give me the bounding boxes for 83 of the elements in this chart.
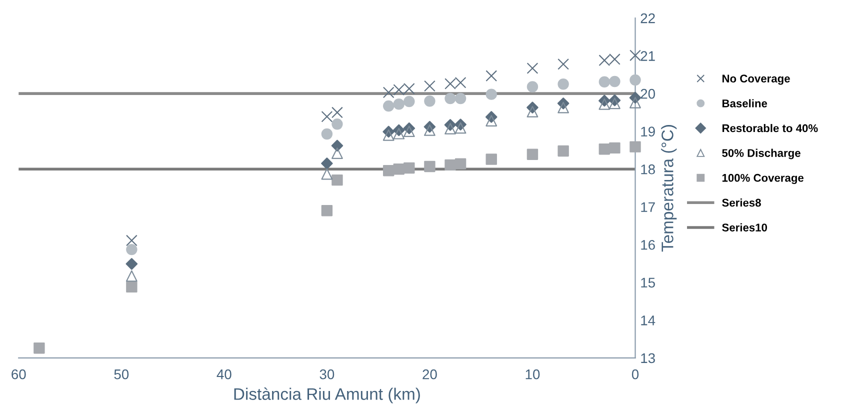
y-tick-label: 18 [641, 164, 655, 174]
point [332, 174, 343, 186]
x-tick-label: 0 [632, 369, 639, 380]
point [331, 140, 344, 152]
point [424, 80, 436, 92]
y-tick-label: 15 [641, 278, 655, 288]
point [321, 205, 333, 216]
y-tick-label: 20 [640, 88, 656, 99]
point [403, 126, 415, 138]
point [454, 122, 466, 134]
point [424, 96, 436, 107]
y-tick-label: 14 [641, 316, 656, 326]
point [332, 148, 343, 159]
point [34, 342, 45, 354]
point [609, 142, 620, 154]
point [321, 158, 333, 170]
point [444, 92, 456, 104]
y-tick-label: 19 [641, 126, 655, 137]
x-tick-label: 40 [216, 369, 232, 380]
legend-label: Restorable to 40% [722, 124, 818, 132]
point [526, 148, 538, 160]
x-tick-label: 30 [320, 369, 334, 380]
point [558, 102, 570, 114]
y-tick-label: 17 [641, 202, 655, 212]
point [382, 129, 394, 141]
x-tick-label: 60 [12, 369, 26, 380]
point [454, 158, 466, 170]
point [332, 106, 343, 118]
point [444, 122, 456, 134]
point [383, 165, 394, 176]
point [404, 96, 415, 108]
point [630, 96, 641, 108]
point [558, 58, 570, 70]
legend-label: Baseline [722, 99, 768, 108]
point [126, 270, 138, 282]
point [486, 88, 497, 100]
point [608, 98, 620, 110]
y-tick-label: 16 [641, 240, 655, 250]
point [393, 128, 405, 140]
point [393, 163, 404, 175]
point [558, 78, 569, 90]
x-tick-label: 20 [422, 369, 437, 380]
point [126, 244, 138, 256]
point [486, 115, 498, 126]
point [486, 154, 497, 165]
point [404, 162, 415, 174]
y-tick-label: 22 [640, 13, 655, 24]
point [526, 81, 538, 92]
point [321, 128, 333, 140]
point [454, 92, 466, 104]
point [598, 98, 610, 110]
legend-label: Series10 [722, 223, 768, 232]
point [383, 100, 394, 112]
y-tick-label: 13 [641, 353, 655, 364]
point [126, 281, 138, 293]
point [126, 258, 138, 270]
point [526, 106, 538, 118]
point [558, 145, 569, 157]
point [526, 62, 538, 74]
x-tick-label: 10 [526, 369, 540, 380]
point [444, 159, 456, 171]
point [630, 74, 641, 86]
point [630, 141, 641, 152]
legend-label: 50% Discharge [722, 148, 800, 160]
point [424, 124, 436, 136]
point [424, 160, 436, 172]
point [609, 76, 620, 88]
point [486, 70, 498, 82]
x-axis-title: Distància Riu Amunt (km) [234, 388, 420, 404]
point [321, 168, 333, 180]
x-tick-label: 50 [114, 369, 129, 380]
legend-label: 100% Coverage [722, 174, 804, 184]
point [332, 118, 343, 130]
legend-label: Series8 [722, 198, 761, 207]
point [598, 143, 610, 155]
point [598, 76, 610, 88]
point [393, 98, 404, 110]
y-axis-title: Temperatura (°C) [661, 125, 677, 252]
point [630, 50, 641, 62]
y-tick-label: 21 [640, 51, 655, 61]
legend-label: No Coverage [722, 74, 790, 85]
point [321, 110, 333, 122]
point [126, 234, 138, 246]
